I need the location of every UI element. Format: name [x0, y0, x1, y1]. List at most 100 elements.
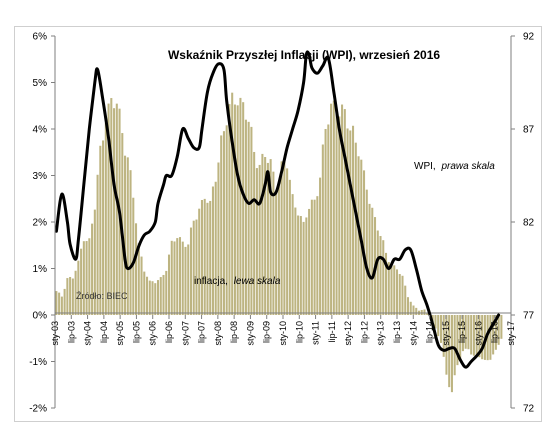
inflation-bar: [220, 135, 223, 315]
source-note: Źródło: BIEC: [76, 291, 128, 301]
inflation-bar: [69, 276, 72, 315]
left-axis-label: -2%: [29, 404, 47, 415]
x-axis-label: lip-14: [425, 321, 435, 343]
inflation-bar: [376, 230, 379, 315]
inflation-bar: [206, 202, 209, 315]
inflation-bar: [283, 161, 286, 315]
inflation-bar: [91, 223, 94, 315]
inflation-bar: [137, 243, 140, 315]
inflation-bar: [308, 208, 311, 315]
inflation-bar: [151, 281, 154, 315]
x-axis-label: lip-12: [359, 321, 369, 343]
inflation-bar: [349, 130, 352, 315]
left-axis-labels: -2% -1% 0% 1% 2% 3% 4% 5% 6%: [29, 32, 47, 415]
inflation-bar: [233, 104, 236, 316]
inflation-bar: [58, 292, 61, 315]
right-axis-label: 72: [523, 404, 535, 415]
wpi-annotation-label: WPI,: [414, 161, 436, 172]
wpi-annotation: WPI, prawa skala: [414, 161, 495, 172]
inflation-bar: [178, 237, 182, 315]
inflation-bar: [146, 276, 149, 315]
inflation-bar: [354, 142, 357, 315]
inflation-bar: [266, 162, 269, 315]
inflation-bar: [80, 248, 83, 315]
inflation-bar: [247, 121, 250, 315]
inflation-bar: [239, 97, 242, 315]
inflation-bar: [319, 177, 322, 315]
inflation-bar: [187, 244, 190, 315]
x-axis-label: sty-06: [148, 321, 158, 346]
inflation-bar: [181, 241, 184, 315]
inflation-bar: [387, 262, 390, 315]
inflation-bar: [231, 92, 234, 315]
inflation-bar: [132, 197, 135, 315]
x-axis-label: sty-05: [115, 321, 125, 346]
wpi-line: [54, 50, 501, 369]
inflation-bar: [192, 220, 195, 315]
inflation-bar: [225, 125, 228, 315]
inflation-bar: [343, 109, 346, 315]
x-axis-label: lip-07: [197, 321, 207, 343]
x-axis-label: sty-13: [376, 321, 386, 346]
inflation-bar: [113, 108, 116, 315]
x-axis-label: lip-09: [262, 321, 272, 343]
inflation-bar: [489, 315, 492, 360]
inflation-bar: [467, 315, 470, 350]
inflation-bar: [63, 288, 66, 315]
inflation-bar: [453, 315, 456, 376]
inflation-bar: [475, 315, 478, 355]
inflation-bar: [390, 265, 393, 315]
inflation-bar: [189, 227, 192, 315]
inflation-bar: [382, 240, 385, 315]
inflation-bar: [346, 128, 349, 315]
x-axis-label: sty-16: [473, 321, 483, 346]
inflation-bar: [379, 236, 382, 315]
inflation-bar: [66, 278, 69, 315]
inflation-bar: [384, 252, 388, 315]
inflation-bar: [321, 144, 324, 315]
x-axis-label: lip-04: [99, 321, 109, 343]
inflation-bar: [60, 296, 63, 315]
chart-title: Wskaźnik Przyszłej Inflacji (WPI), wrzes…: [168, 48, 440, 62]
inflation-bar: [96, 174, 99, 315]
inflation-bar: [211, 186, 214, 315]
inflation-bar: [173, 241, 176, 315]
left-axis-label: 2%: [33, 218, 48, 229]
inflation-bar: [107, 103, 110, 315]
inflation-bar: [280, 161, 283, 315]
inflation-bar: [332, 100, 335, 315]
x-axis-label: sty-14: [408, 321, 418, 346]
inflation-bar: [294, 207, 297, 315]
inflation-bar: [222, 131, 225, 315]
inflation-bar: [335, 112, 338, 315]
inflation-bar: [341, 104, 344, 315]
inflation-bar: [209, 200, 212, 315]
x-axis-label: sty-04: [83, 321, 93, 346]
x-axis-label: lip-05: [131, 321, 141, 343]
inflation-bar: [500, 315, 503, 339]
x-axis-label: sty-11: [311, 321, 321, 345]
left-axis-label: 1%: [33, 264, 48, 275]
inflation-bar: [165, 270, 168, 315]
inflation-bar: [313, 199, 316, 315]
inflation-bar: [395, 269, 399, 315]
inflation-bar: [88, 238, 91, 315]
x-axis-labels: sty-03 lip-03 sty-04 lip-04 sty-05 lip-05 sty-…: [50, 321, 516, 346]
inflation-bar: [93, 209, 96, 315]
inflation-bar: [330, 103, 333, 315]
inflation-bar: [198, 208, 201, 315]
inflation-bar: [154, 283, 157, 315]
inflation-bar: [338, 116, 341, 316]
inflation-bar: [420, 309, 423, 315]
x-axis-label: lip-03: [66, 321, 76, 343]
inflation-bar: [456, 315, 459, 366]
inflation-bar: [255, 168, 258, 315]
inflation-bar: [110, 98, 113, 315]
inflation-bar: [162, 274, 165, 315]
inflation-bar: [357, 156, 360, 315]
inflation-bar: [258, 164, 261, 315]
x-axis-label: lip-11: [327, 321, 337, 342]
inflation-bar: [472, 315, 475, 356]
inflation-bar: [442, 315, 445, 357]
inflation-bar: [277, 182, 280, 315]
